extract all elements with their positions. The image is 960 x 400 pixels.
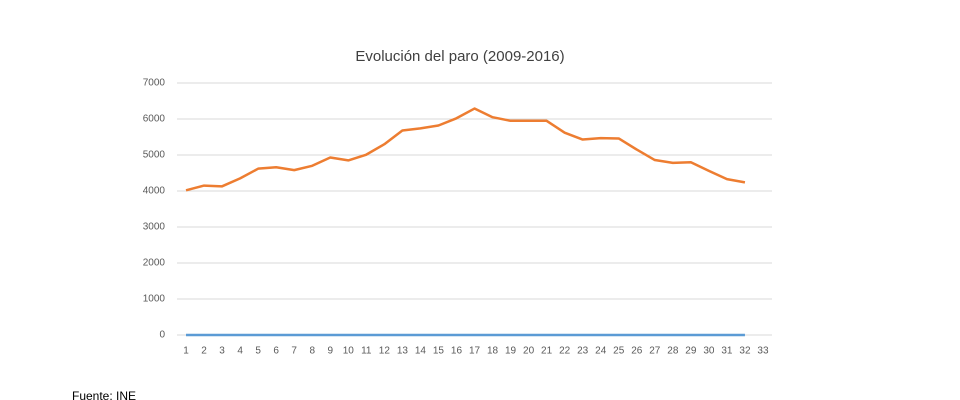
x-tick-label: 12: [379, 346, 391, 357]
x-tick-label: 14: [415, 346, 427, 357]
x-tick-label: 7: [291, 346, 297, 357]
x-tick-label: 3: [219, 346, 225, 357]
y-tick-label: 7000: [143, 78, 166, 89]
x-tick-label: 27: [649, 346, 661, 357]
x-tick-label: 1: [183, 346, 189, 357]
x-tick-label: 25: [613, 346, 625, 357]
x-tick-label: 17: [469, 346, 481, 357]
footnote: Fuente: INE: [72, 389, 136, 400]
x-tick-label: 26: [631, 346, 643, 357]
x-tick-label: 22: [559, 346, 571, 357]
x-tick-label: 10: [343, 346, 355, 357]
y-tick-label: 0: [159, 330, 165, 341]
y-tick-label: 6000: [143, 114, 166, 125]
x-tick-label: 4: [237, 346, 243, 357]
x-tick-label: 32: [739, 346, 751, 357]
y-tick-label: 2000: [143, 258, 166, 269]
y-tick-label: 5000: [143, 150, 166, 161]
x-tick-label: 33: [757, 346, 769, 357]
y-tick-label: 1000: [143, 294, 166, 305]
y-tick-label: 4000: [143, 186, 166, 197]
x-tick-label: 8: [309, 346, 315, 357]
x-tick-label: 30: [703, 346, 715, 357]
x-tick-label: 31: [721, 346, 733, 357]
x-tick-label: 24: [595, 346, 607, 357]
x-tick-label: 5: [255, 346, 261, 357]
x-tick-label: 9: [327, 346, 333, 357]
x-tick-label: 19: [505, 346, 517, 357]
x-tick-label: 18: [487, 346, 499, 357]
series-line: [185, 107, 746, 192]
x-tick-label: 11: [361, 346, 372, 357]
x-tick-label: 13: [397, 346, 409, 357]
x-tick-label: 2: [201, 346, 207, 357]
x-tick-label: 15: [433, 346, 445, 357]
x-tick-label: 29: [685, 346, 697, 357]
x-tick-label: 16: [451, 346, 463, 357]
chart-title: Evolución del paro (2009-2016): [355, 48, 564, 65]
x-tick-label: 23: [577, 346, 589, 357]
x-tick-label: 21: [541, 346, 553, 357]
x-tick-label: 28: [667, 346, 679, 357]
x-tick-label: 6: [273, 346, 279, 357]
x-tick-label: 20: [523, 346, 535, 357]
y-tick-label: 3000: [143, 222, 166, 233]
